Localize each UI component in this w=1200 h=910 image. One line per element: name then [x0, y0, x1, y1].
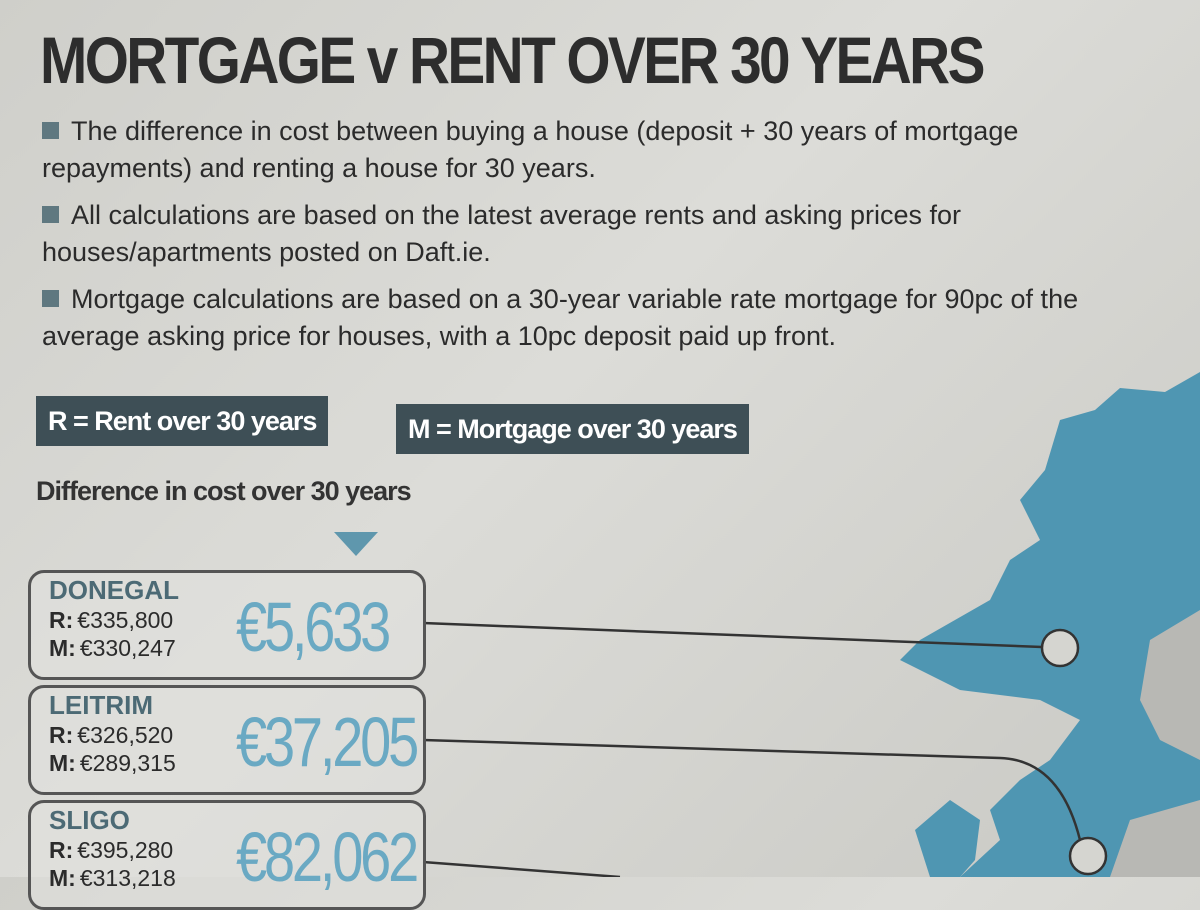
map-land: [915, 800, 980, 877]
map-land: [900, 372, 1200, 877]
difference-value: €82,062: [236, 818, 419, 896]
region-name: DONEGAL: [49, 575, 179, 605]
note: The difference in cost between buying a …: [42, 113, 1172, 187]
mortgage-line: M: €330,247: [49, 635, 176, 662]
mortgage-value: €330,247: [79, 635, 176, 661]
region-box: LEITRIM R: €326,520 M: €289,315 €37,205: [28, 685, 426, 795]
note: Mortgage calculations are based on a 30-…: [42, 281, 1172, 355]
rent-value: €395,280: [77, 837, 174, 863]
region-box: DONEGAL R: €335,800 M: €330,247 €5,633: [28, 570, 426, 680]
mortgage-value: €313,218: [79, 865, 176, 891]
connector-dot: [1040, 628, 1080, 668]
rent-line: R: €395,280: [49, 837, 173, 864]
region-box: SLIGO R: €395,280 M: €313,218 €82,062: [28, 800, 426, 910]
difference-value: €5,633: [236, 588, 391, 666]
region-name: SLIGO: [49, 805, 130, 835]
rent-line: R: €326,520: [49, 722, 173, 749]
mortgage-line: M: €313,218: [49, 865, 176, 892]
mortgage-value: €289,315: [79, 750, 176, 776]
title: MORTGAGE v RENT OVER 30 YEARS: [40, 23, 985, 97]
connector-dot: [1068, 836, 1108, 876]
page: MORTGAGE v RENT OVER 30 YEARS The differ…: [0, 0, 1200, 877]
pointer-triangle: [334, 532, 378, 556]
rent-label: R:: [49, 607, 74, 633]
difference-value: €37,205: [236, 703, 419, 781]
legend-mortgage: M = Mortgage over 30 years: [396, 404, 749, 454]
rent-line: R: €335,800: [49, 607, 173, 634]
region-name: LEITRIM: [49, 690, 153, 720]
note: All calculations are based on the latest…: [42, 197, 1172, 271]
mortgage-line: M: €289,315: [49, 750, 176, 777]
map: [334, 372, 1200, 877]
connector-line: [422, 621, 1043, 649]
rent-label: R:: [49, 722, 74, 748]
subheading: Difference in cost over 30 years: [36, 476, 412, 506]
legend-rent: R = Rent over 30 years: [36, 396, 329, 446]
connector-line: [422, 738, 1082, 841]
map-border: [1140, 610, 1200, 760]
rent-label: R:: [49, 837, 74, 863]
rent-value: €335,800: [77, 607, 174, 633]
mortgage-label: M:: [49, 865, 76, 891]
map-border: [1110, 800, 1200, 877]
mortgage-label: M:: [49, 750, 76, 776]
connector-line: [422, 860, 621, 877]
rent-value: €326,520: [77, 722, 174, 748]
mortgage-label: M:: [49, 635, 76, 661]
